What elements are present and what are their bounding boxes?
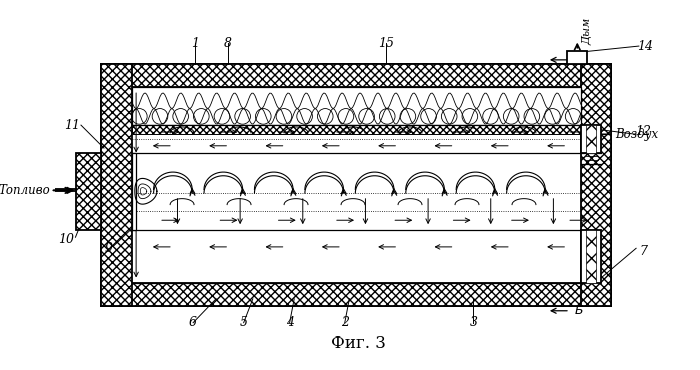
Text: Б: Б xyxy=(575,53,583,66)
Bar xyxy=(581,64,611,306)
Text: 5: 5 xyxy=(239,316,248,329)
Bar xyxy=(132,87,581,125)
Text: 10: 10 xyxy=(58,233,74,246)
Text: 2: 2 xyxy=(341,316,349,329)
Bar xyxy=(76,153,101,230)
Text: 11: 11 xyxy=(64,119,80,132)
Text: 14: 14 xyxy=(637,40,653,53)
Text: Дым: Дым xyxy=(583,18,593,45)
Text: Б: Б xyxy=(575,304,583,317)
Text: 8: 8 xyxy=(224,37,232,50)
Text: 9: 9 xyxy=(104,242,113,255)
Text: 12: 12 xyxy=(636,125,652,138)
Bar xyxy=(581,230,601,283)
Bar xyxy=(102,64,132,306)
Bar xyxy=(132,153,136,230)
Bar xyxy=(567,51,587,64)
Bar xyxy=(102,64,611,87)
Text: 15: 15 xyxy=(378,37,394,50)
Text: Топливо: Топливо xyxy=(0,184,50,197)
Text: 7: 7 xyxy=(640,245,648,258)
Text: 3: 3 xyxy=(470,316,477,329)
Text: Фиг. 3: Фиг. 3 xyxy=(331,335,386,352)
Text: 4: 4 xyxy=(286,316,293,329)
Bar xyxy=(587,230,596,283)
Bar xyxy=(581,125,601,153)
Bar xyxy=(132,125,581,134)
Bar xyxy=(587,125,596,153)
Bar xyxy=(102,64,611,306)
Text: 6: 6 xyxy=(189,316,197,329)
Text: 1: 1 xyxy=(191,37,199,50)
Text: Воздух: Воздух xyxy=(615,128,658,141)
Bar xyxy=(102,283,611,306)
